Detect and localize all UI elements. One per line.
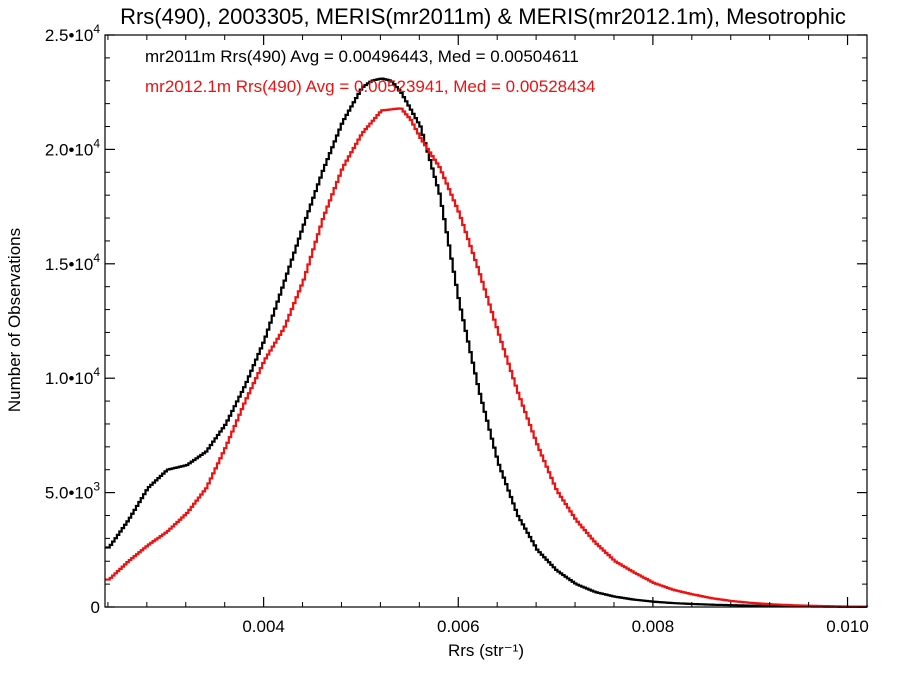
legend-annotation-mr2012: mr2012.1m Rrs(490) Avg = 0.00523941, Med… [145,77,596,96]
y-tick-label: 2.0•104 [45,136,101,159]
plot-frame [104,34,868,608]
x-tick-label: 0.004 [242,617,285,636]
y-tick-label: 2.5•104 [45,22,101,45]
y-axis-label: Number of Observations [5,228,24,412]
ticks-layer: 0.004 0.006 0.008 0.010 0 5.0•103 1.0•104 1.5•1… [45,22,869,636]
x-tick-label: 0.008 [632,617,675,636]
y-tick-label: 5.0•103 [45,480,101,503]
x-tick-label: 0.010 [826,617,869,636]
x-tick-label: 0.006 [437,617,480,636]
x-axis-label: Rrs (str⁻¹) [448,641,524,660]
y-tick-label: 1.5•104 [45,251,101,274]
series-line-0 [105,77,869,608]
y-tick-label: 0 [91,598,100,617]
y-tick-label: 1.0•104 [45,365,101,388]
chart-title: Rrs(490), 2003305, MERIS(mr2011m) & MERI… [120,4,846,29]
legend-annotation-mr2011m: mr2011m Rrs(490) Avg = 0.00496443, Med =… [145,47,579,66]
series-layer [105,77,869,608]
series-line-1 [105,107,869,608]
